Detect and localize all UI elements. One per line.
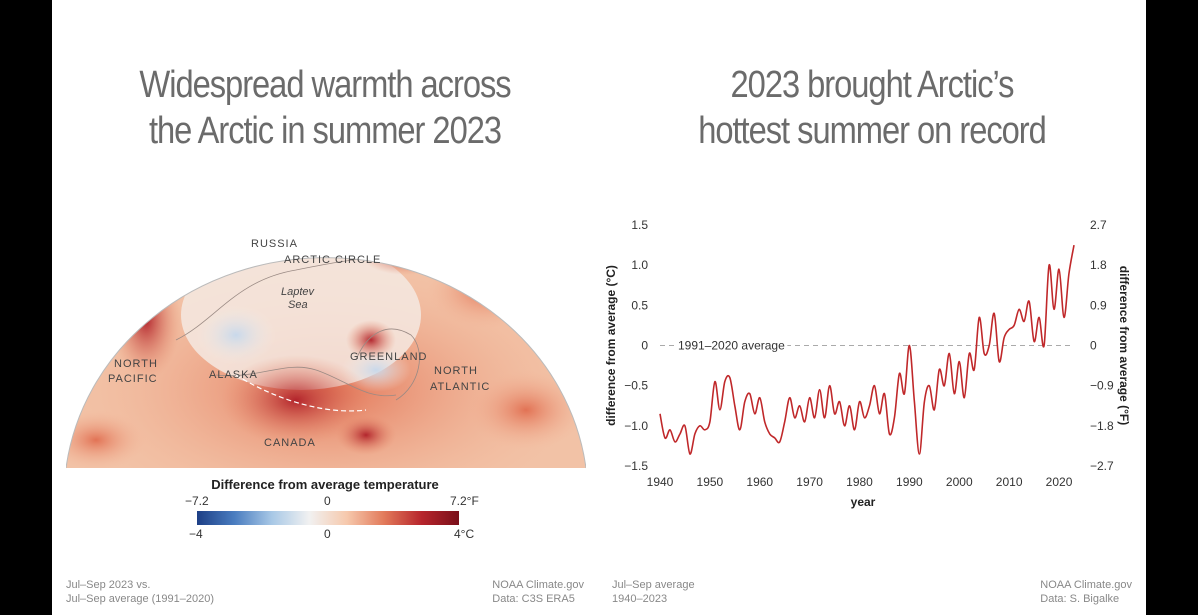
map-footer-right-line-1: NOAA Climate.gov xyxy=(492,579,584,591)
chart-footer-left-line-2: 1940–2023 xyxy=(612,593,668,605)
map-label-greenland: GREENLAND xyxy=(350,351,427,363)
x-tick-label: 1950 xyxy=(697,475,724,489)
chart-title-line-2: hottest summer on record xyxy=(698,110,1047,152)
y-left-tick-label: 1.5 xyxy=(631,218,648,232)
map-label-north-pacific-2: PACIFIC xyxy=(108,373,158,385)
right-black-bar xyxy=(1146,0,1198,615)
x-tick-label: 2010 xyxy=(996,475,1023,489)
reference-line-label: 1991–2020 average xyxy=(678,339,785,353)
y-left-axis: 1.5 1.0 0.5 0 −0.5 −1.0 −1.5 xyxy=(624,218,648,473)
map-footer-left: Jul–Sep 2023 vs. Jul–Sep average (1991–2… xyxy=(66,578,214,606)
legend-f-mid: 0 xyxy=(324,494,331,508)
y-right-axis: 2.7 1.8 0.9 0 −0.9 −1.8 −2.7 xyxy=(1090,218,1114,473)
map-title-line-1: Widespread warmth across xyxy=(139,64,511,106)
y-left-tick-label: 1.0 xyxy=(631,258,648,272)
chart-footer-left-line-1: Jul–Sep average xyxy=(612,579,695,591)
map-footer-right-line-2: Data: C3S ERA5 xyxy=(492,593,575,605)
y-axis-title-right: difference from average (°F) xyxy=(1117,266,1131,426)
chart-title: 2023 brought Arctic’s hottest summer on … xyxy=(636,62,1107,154)
chart-footer-left: Jul–Sep average 1940–2023 xyxy=(612,578,695,606)
series-line xyxy=(659,244,1075,455)
arctic-anomaly-map: RUSSIA ARCTIC CIRCLE Laptev Sea NORTH PA… xyxy=(66,238,586,469)
y-left-tick-label: −1.5 xyxy=(624,459,648,473)
map-label-sea: Sea xyxy=(288,299,308,311)
y-right-tick-label: 0.9 xyxy=(1090,298,1107,312)
legend-title: Difference from average temperature xyxy=(211,477,439,492)
x-tick-label: 1980 xyxy=(846,475,873,489)
map-title-line-2: the Arctic in summer 2023 xyxy=(148,110,502,152)
y-left-tick-label: 0.5 xyxy=(631,298,648,312)
y-left-tick-label: −0.5 xyxy=(624,379,648,393)
series-points xyxy=(659,245,1075,454)
y-right-tick-label: 0 xyxy=(1090,339,1097,353)
x-tick-label: 1970 xyxy=(796,475,823,489)
x-tick-label: 1940 xyxy=(647,475,674,489)
chart-footer-right: NOAA Climate.gov Data: S. Bigalke xyxy=(1040,578,1132,606)
map-footer-right: NOAA Climate.gov Data: C3S ERA5 xyxy=(492,578,584,606)
y-axis-title-left: difference from average (°C) xyxy=(604,265,618,426)
legend-color-bar xyxy=(197,511,459,525)
map-label-canada: CANADA xyxy=(264,437,316,449)
legend-f-min: −7.2 xyxy=(185,494,209,508)
legend-c-min: −4 xyxy=(189,527,203,541)
x-tick-label: 1990 xyxy=(896,475,923,489)
x-axis-title: year xyxy=(851,495,876,509)
y-right-tick-label: 2.7 xyxy=(1090,218,1107,232)
x-tick-label: 2000 xyxy=(946,475,973,489)
y-left-tick-label: −1.0 xyxy=(624,419,648,433)
legend-c-max: 4°C xyxy=(454,527,475,541)
map-label-russia: RUSSIA xyxy=(251,238,298,250)
map-label-arctic-circle: ARCTIC CIRCLE xyxy=(284,254,381,266)
chart-footer-right-line-2: Data: S. Bigalke xyxy=(1040,593,1120,605)
map-footer-left-line-2: Jul–Sep average (1991–2020) xyxy=(66,593,215,605)
map-label-laptev: Laptev xyxy=(281,286,316,298)
map-label-alaska: ALASKA xyxy=(209,369,258,381)
x-tick-label: 2020 xyxy=(1046,475,1073,489)
legend-c-mid: 0 xyxy=(324,527,331,541)
map-label-north-atlantic-1: NORTH xyxy=(434,365,478,377)
map-panel: Widespread warmth across the Arctic in s… xyxy=(52,0,598,615)
y-right-tick-label: −2.7 xyxy=(1090,459,1114,473)
map-footer-left-line-1: Jul–Sep 2023 vs. xyxy=(66,579,151,591)
y-left-tick-label: 0 xyxy=(641,339,648,353)
map-label-north-atlantic-2: ATLANTIC xyxy=(430,381,490,393)
y-right-tick-label: −1.8 xyxy=(1090,419,1114,433)
chart-panel: 2023 brought Arctic’s hottest summer on … xyxy=(598,0,1146,615)
map-title: Widespread warmth across the Arctic in s… xyxy=(90,62,560,154)
x-axis: 1940 1950 1960 1970 1980 1990 2000 2010 2020 xyxy=(647,475,1073,489)
left-black-bar xyxy=(0,0,52,615)
map-label-north-pacific-1: NORTH xyxy=(114,358,158,370)
arctic-temperature-line-chart: 1.5 1.0 0.5 0 −0.5 −1.0 −1.5 2.7 1.8 0.9 0 −0.9 −1.… xyxy=(604,218,1131,509)
y-right-tick-label: −0.9 xyxy=(1090,379,1114,393)
chart-footer-right-line-1: NOAA Climate.gov xyxy=(1040,579,1132,591)
legend-f-max: 7.2°F xyxy=(450,494,479,508)
x-tick-label: 1960 xyxy=(746,475,773,489)
chart-title-line-1: 2023 brought Arctic’s xyxy=(730,64,1015,106)
y-right-tick-label: 1.8 xyxy=(1090,258,1107,272)
